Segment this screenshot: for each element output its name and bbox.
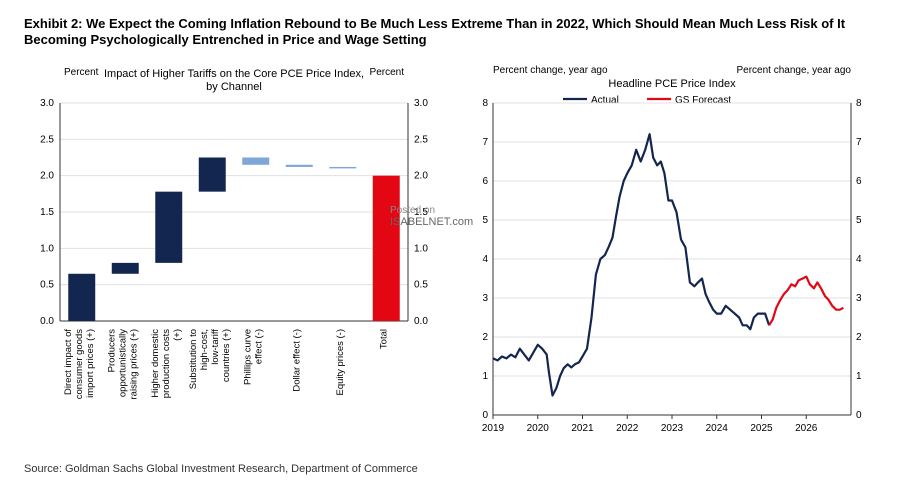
waterfall-bar [242,157,269,164]
line-chart: Percent change, year ago Percent change, … [463,59,882,449]
y-tick-right: 4 [856,254,862,265]
y-tick-right: 2 [856,332,862,343]
x-tick-label: 2022 [616,423,639,434]
legend-label: Actual [591,95,619,106]
y-tick-left: 1.5 [40,207,54,218]
waterfall-title: by Channel [206,81,262,93]
x-category-label: Substitution tohigh-cost,low-tariffcount… [188,328,232,389]
x-category-label: Higher domesticproduction costs(+) [150,328,183,397]
x-tick-label: 2021 [571,423,594,434]
y-tick-right: 8 [856,98,862,109]
y-tick-left: 7 [482,137,488,148]
x-tick-label: 2019 [481,423,504,434]
y-tick-left: 2 [482,332,488,343]
waterfall-bar [112,262,139,273]
y-tick-left: 1 [482,371,488,382]
exhibit-title: Exhibit 2: We Expect the Coming Inflatio… [24,16,881,49]
x-tick-label: 2023 [660,423,683,434]
y-tick-right: 2.0 [414,170,428,181]
y-tick-left: 2.5 [40,134,54,145]
y-tick-left: 8 [482,98,488,109]
y-axis-label-left: Percent change, year ago [493,65,608,76]
x-tick-label: 2024 [705,423,728,434]
y-tick-left: 5 [482,215,488,226]
y-tick-left: 0.5 [40,279,54,290]
x-tick-label: 2020 [526,423,549,434]
y-tick-right: 5 [856,215,862,226]
y-axis-label-right: Percent change, year ago [736,65,851,76]
y-tick-right: 7 [856,137,862,148]
y-tick-right: 1 [856,371,862,382]
x-category-label: Equity prices (-) [335,329,346,396]
waterfall-chart: Percent Percent Impact of Higher Tariffs o… [24,59,443,449]
waterfall-bar [199,157,226,191]
legend: Actual GS Forecast [563,95,731,106]
y-tick-left: 0.0 [40,316,54,327]
line-chart-title: Headline PCE Price Index [608,78,736,90]
waterfall-bar [373,175,400,320]
y-tick-right: 1.0 [414,243,428,254]
y-tick-right: 0.5 [414,279,428,290]
y-tick-right: 0.0 [414,316,428,327]
waterfall-bar [286,164,313,166]
y-tick-right: 1.5 [414,207,428,218]
line-actual [493,134,769,395]
waterfall-bar [155,191,182,262]
y-tick-right: 2.5 [414,134,428,145]
y-tick-right: 3.0 [414,98,428,109]
y-tick-right: 0 [856,410,862,421]
y-axis-label-left: Percent [64,67,99,78]
y-tick-right: 6 [856,176,862,187]
y-tick-right: 3 [856,293,862,304]
y-tick-left: 0 [482,410,488,421]
x-tick-label: 2026 [795,423,818,434]
x-category-label: Dollar effect (-) [291,329,302,392]
source-footer: Source: Goldman Sachs Global Investment … [24,463,881,475]
x-category-label: Phillips curveeffect (-) [242,329,264,385]
waterfall-bar [68,273,95,320]
y-tick-left: 2.0 [40,170,54,181]
legend-label: GS Forecast [675,95,731,106]
y-tick-left: 3.0 [40,98,54,109]
x-category-label: Producersopportunisticallyraising prices… [106,328,139,399]
waterfall-bar [329,166,356,167]
x-tick-label: 2025 [750,423,773,434]
y-tick-left: 1.0 [40,243,54,254]
y-tick-left: 4 [482,254,488,265]
y-tick-left: 6 [482,176,488,187]
x-category-label: Direct impact ofconsumer goodsimport pri… [63,328,96,399]
y-tick-left: 3 [482,293,488,304]
waterfall-title: Impact of Higher Tariffs on the Core PCE… [104,68,364,80]
y-axis-label-right: Percent [370,67,405,78]
x-category-label: Total [378,329,389,349]
line-forecast [769,276,843,325]
